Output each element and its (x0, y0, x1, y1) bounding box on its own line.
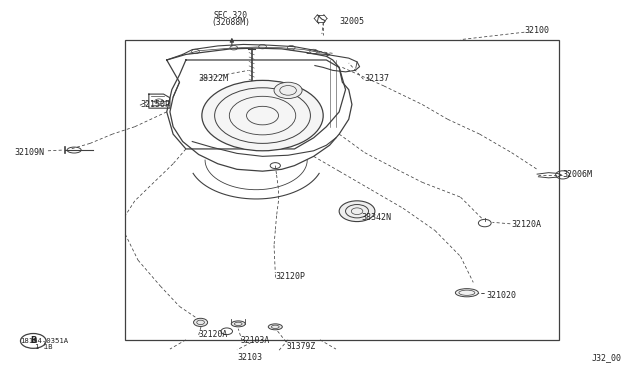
Text: B: B (30, 336, 36, 346)
Text: 32120P: 32120P (275, 272, 305, 281)
Text: 31379Z: 31379Z (287, 341, 316, 350)
Text: (32088M): (32088M) (211, 19, 250, 28)
Text: SEC.320: SEC.320 (214, 11, 248, 20)
Text: 32150P: 32150P (140, 100, 170, 109)
Text: 32103: 32103 (237, 353, 262, 362)
Ellipse shape (268, 324, 282, 330)
Text: 32006M: 32006M (563, 170, 593, 179)
Text: 321020: 321020 (486, 291, 516, 300)
Text: 32109N: 32109N (15, 148, 45, 157)
Circle shape (193, 318, 207, 327)
Bar (125, 39, 559, 340)
Text: J32_00: J32_00 (591, 353, 621, 362)
Text: 32005: 32005 (339, 17, 364, 26)
Ellipse shape (456, 289, 478, 297)
Text: 32100: 32100 (524, 26, 549, 35)
Text: 32103A: 32103A (240, 336, 269, 346)
Text: 32137: 32137 (365, 74, 390, 83)
Text: 32120A: 32120A (198, 330, 228, 340)
Text: 38342N: 38342N (362, 213, 392, 222)
Text: 38322M: 38322M (198, 74, 228, 83)
Ellipse shape (231, 321, 245, 327)
Text: 1 1B: 1 1B (35, 344, 53, 350)
Text: 181B4-0351A: 181B4-0351A (20, 338, 68, 344)
Circle shape (339, 201, 375, 222)
Circle shape (202, 80, 323, 151)
Circle shape (274, 82, 302, 99)
Text: 32120A: 32120A (511, 221, 541, 230)
